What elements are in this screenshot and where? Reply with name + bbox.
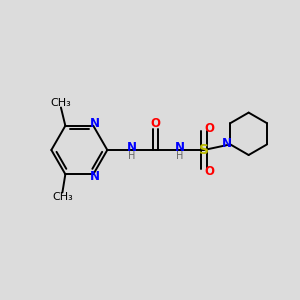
Text: H: H xyxy=(176,152,183,161)
Text: O: O xyxy=(204,122,214,135)
Text: O: O xyxy=(204,165,214,178)
Text: O: O xyxy=(151,117,160,130)
Text: N: N xyxy=(175,141,185,154)
Text: N: N xyxy=(222,137,232,150)
Text: H: H xyxy=(128,152,135,161)
Text: N: N xyxy=(127,141,136,154)
Text: CH₃: CH₃ xyxy=(52,192,73,202)
Text: N: N xyxy=(90,170,100,183)
Text: S: S xyxy=(199,143,209,157)
Text: N: N xyxy=(90,117,100,130)
Text: CH₃: CH₃ xyxy=(51,98,71,108)
